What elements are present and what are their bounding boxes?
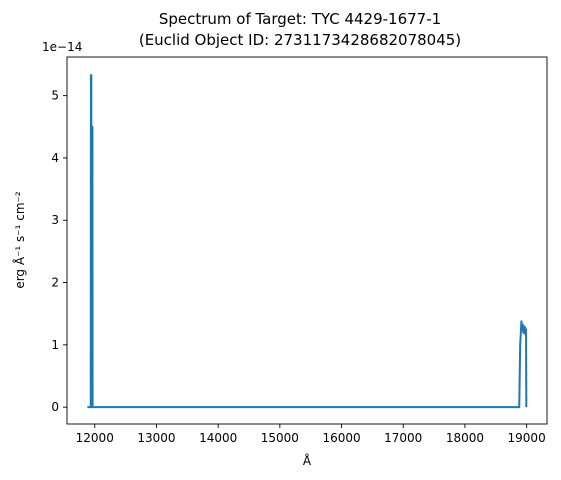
y-tick-label: 5 xyxy=(51,89,59,103)
plot-series xyxy=(87,74,528,409)
x-tick-label: 19000 xyxy=(508,431,546,445)
chart-title-line2: (Euclid Object ID: 2731173428682078045) xyxy=(139,31,461,49)
y-tick-label: 4 xyxy=(51,151,59,165)
x-tick-label: 14000 xyxy=(199,431,237,445)
chart-title-line1: Spectrum of Target: TYC 4429-1677-1 xyxy=(159,10,441,28)
x-axis-ticks: 12000 13000 14000 15000 16000 17000 18000 19000 xyxy=(76,424,546,445)
y-axis-ticks: 0 1 2 3 4 5 xyxy=(51,89,67,414)
x-axis-label: Å xyxy=(303,453,312,468)
x-tick-label: 13000 xyxy=(137,431,175,445)
x-tick-label: 15000 xyxy=(261,431,299,445)
x-tick-label: 17000 xyxy=(384,431,422,445)
plot-frame xyxy=(66,56,548,425)
x-tick-label: 18000 xyxy=(446,431,484,445)
y-tick-label: 1 xyxy=(51,338,59,352)
y-axis-offset-label: 1e−14 xyxy=(42,40,82,54)
y-tick-label: 0 xyxy=(51,400,59,414)
y-tick-label: 2 xyxy=(51,276,59,290)
spectrum-line xyxy=(87,74,528,409)
y-tick-label: 3 xyxy=(51,213,59,227)
x-tick-label: 12000 xyxy=(76,431,114,445)
y-axis-label: erg Å⁻¹ s⁻¹ cm⁻² xyxy=(12,191,27,289)
x-tick-label: 16000 xyxy=(322,431,360,445)
